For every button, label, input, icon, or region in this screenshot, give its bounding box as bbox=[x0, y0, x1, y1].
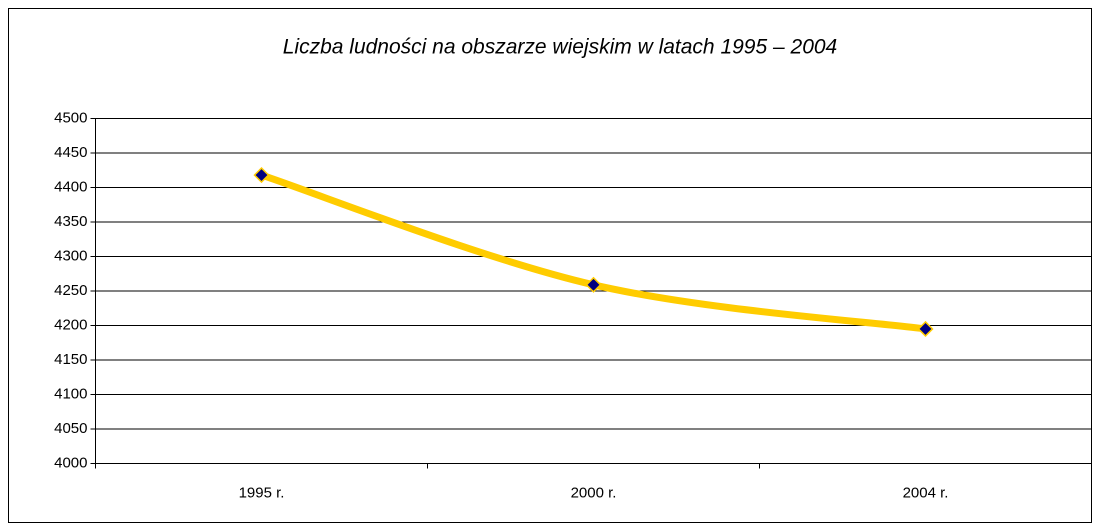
y-tick-label: 4200 bbox=[54, 316, 87, 333]
x-tick-label: 1995 r. bbox=[239, 484, 285, 501]
y-tick-label: 4300 bbox=[54, 247, 87, 264]
y-tick-label: 4250 bbox=[54, 282, 87, 299]
y-tick-label: 4350 bbox=[54, 213, 87, 230]
chart-title: Liczba ludności na obszarze wiejskim w l… bbox=[283, 36, 837, 59]
y-tick-label: 4000 bbox=[54, 454, 87, 471]
y-tick-label: 4100 bbox=[54, 385, 87, 402]
y-tick-label: 4450 bbox=[54, 144, 87, 161]
y-tick-label: 4150 bbox=[54, 351, 87, 368]
y-tick-label: 4400 bbox=[54, 178, 87, 195]
y-tick-label: 4500 bbox=[54, 109, 87, 126]
y-tick-label: 4050 bbox=[54, 420, 87, 437]
chart-border bbox=[8, 8, 1092, 523]
marker bbox=[253, 167, 270, 184]
x-tick-label: 2004 r. bbox=[903, 484, 949, 501]
x-tick-label: 2000 r. bbox=[571, 484, 617, 501]
marker bbox=[585, 276, 602, 293]
marker bbox=[917, 320, 934, 338]
